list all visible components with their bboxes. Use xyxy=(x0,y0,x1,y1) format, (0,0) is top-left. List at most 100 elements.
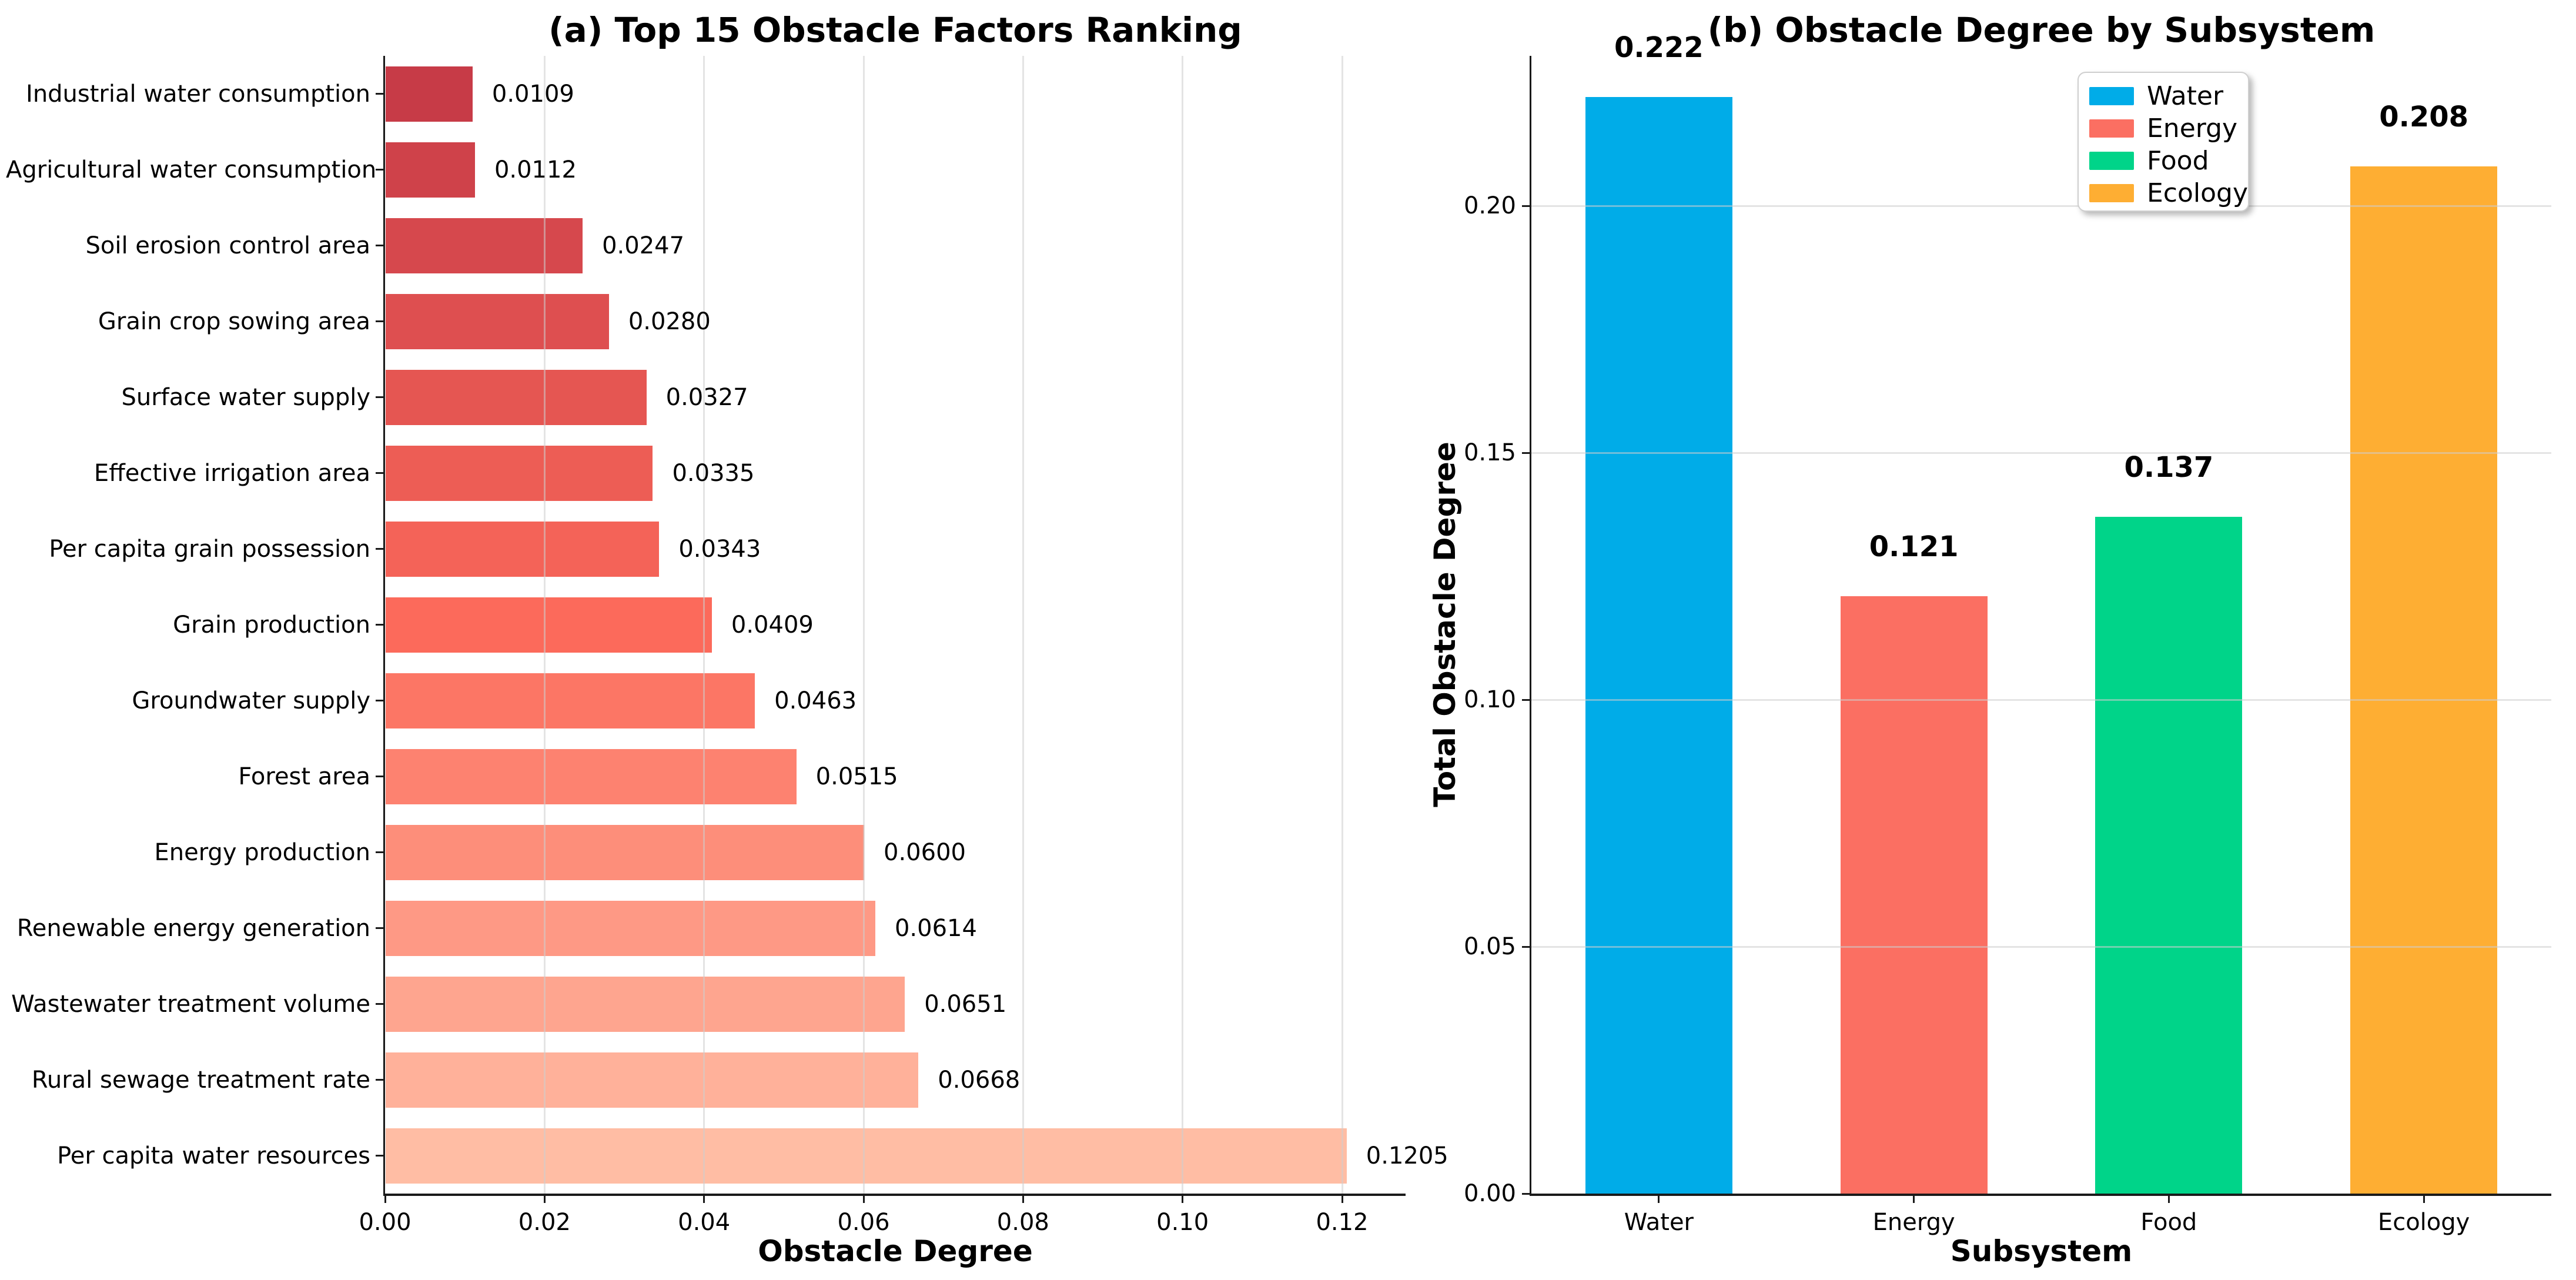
y-tick-label: 0.10 xyxy=(1463,686,1516,713)
grid-line-x-0.10 xyxy=(1182,56,1184,1194)
bar-rural-sewage-treatment-rate xyxy=(386,1052,919,1108)
grid-line-x-0.04 xyxy=(703,56,705,1194)
x-tick-label-water: Water xyxy=(1624,1209,1694,1236)
bar-food xyxy=(2095,517,2243,1194)
bar-ecology xyxy=(2350,166,2498,1194)
y-tick-label: 0.05 xyxy=(1463,933,1516,960)
category-label-energy-production: Energy production xyxy=(154,838,370,866)
category-label-soil-erosion-control-area: Soil erosion control area xyxy=(85,232,370,259)
category-label-surface-water-supply: Surface water supply xyxy=(121,383,370,411)
y-tick-mark-renewable-energy-generation xyxy=(376,927,384,929)
y-tick-mark-industrial-water-consumption xyxy=(376,93,384,95)
panel-a-xaxis-label: Obstacle Degree xyxy=(758,1234,1033,1268)
bar-energy-production xyxy=(386,824,864,880)
bar-water xyxy=(1585,97,1732,1194)
bar-value-label-groundwater-supply: 0.0463 xyxy=(774,687,857,714)
bar-surface-water-supply xyxy=(386,369,647,425)
x-tick-mark-0.10 xyxy=(1182,1195,1184,1203)
panel-a-bottom-spine xyxy=(383,1194,1406,1196)
y-tick-mark-0.10 xyxy=(1522,699,1530,701)
bar-value-label-ecology: 0.208 xyxy=(2379,100,2469,133)
legend-swatch-water xyxy=(2089,87,2134,105)
category-label-rural-sewage-treatment-rate: Rural sewage treatment rate xyxy=(31,1066,370,1094)
x-tick-mark-0.02 xyxy=(543,1195,546,1203)
bar-value-label-energy-production: 0.0600 xyxy=(884,838,966,866)
category-label-wastewater-treatment-volume: Wastewater treatment volume xyxy=(11,990,370,1018)
x-tick-mark-0.12 xyxy=(1341,1195,1343,1203)
y-tick-mark-rural-sewage-treatment-rate xyxy=(376,1079,384,1081)
x-tick-label: 0.08 xyxy=(996,1209,1049,1236)
bar-forest-area xyxy=(386,748,797,804)
category-label-grain-production: Grain production xyxy=(173,611,370,639)
x-tick-label: 0.12 xyxy=(1316,1209,1369,1236)
bar-renewable-energy-generation xyxy=(386,900,875,956)
bar-wastewater-treatment-volume xyxy=(386,976,905,1032)
y-tick-mark-0.15 xyxy=(1522,452,1530,454)
y-tick-mark-forest-area xyxy=(376,776,384,777)
bar-value-label-forest-area: 0.0515 xyxy=(815,763,898,790)
x-tick-mark-0.08 xyxy=(1022,1195,1024,1203)
y-tick-mark-0.00 xyxy=(1522,1192,1530,1195)
x-tick-mark-0.00 xyxy=(384,1195,386,1203)
x-tick-mark-0.04 xyxy=(703,1195,705,1203)
bar-value-label-agricultural-water-consumption: 0.0112 xyxy=(494,156,577,183)
category-label-groundwater-supply: Groundwater supply xyxy=(132,687,370,714)
x-tick-mark-water xyxy=(1658,1195,1660,1203)
panel-a-left-spine xyxy=(383,56,385,1196)
bar-soil-erosion-control-area xyxy=(386,218,583,273)
y-tick-mark-grain-crop-sowing-area xyxy=(376,320,384,322)
legend-swatch-food xyxy=(2089,152,2134,170)
legend-swatch-ecology xyxy=(2089,184,2134,202)
y-tick-mark-energy-production xyxy=(376,851,384,853)
category-label-forest-area: Forest area xyxy=(238,763,370,790)
y-tick-mark-surface-water-supply xyxy=(376,396,384,398)
grid-line-y-0.05 xyxy=(1531,945,2551,948)
bar-value-label-wastewater-treatment-volume: 0.0651 xyxy=(924,990,1007,1018)
bar-effective-irrigation-area xyxy=(386,445,653,501)
bar-value-label-grain-production: 0.0409 xyxy=(731,611,814,639)
legend-entry-ecology: Ecology xyxy=(2079,177,2248,209)
y-tick-label: 0.20 xyxy=(1463,192,1516,219)
grid-line-x-0.12 xyxy=(1341,56,1343,1194)
bar-value-label-water: 0.222 xyxy=(1614,31,1704,65)
bar-value-label-food: 0.137 xyxy=(2124,451,2214,484)
bar-groundwater-supply xyxy=(386,673,755,728)
x-tick-label-energy: Energy xyxy=(1872,1209,1955,1236)
bar-grain-production xyxy=(386,597,712,653)
x-tick-label-food: Food xyxy=(2140,1209,2197,1236)
y-tick-mark-groundwater-supply xyxy=(376,700,384,701)
bar-value-label-effective-irrigation-area: 0.0335 xyxy=(672,459,755,487)
bar-agricultural-water-consumption xyxy=(386,142,475,198)
panel-b-title: (b) Obstacle Degree by Subsystem xyxy=(1707,10,2376,50)
bar-per-capita-water-resources xyxy=(386,1128,1347,1184)
bar-value-label-surface-water-supply: 0.0327 xyxy=(665,383,748,411)
bar-value-label-energy: 0.121 xyxy=(1869,530,1959,563)
bar-value-label-renewable-energy-generation: 0.0614 xyxy=(894,914,977,942)
x-tick-label: 0.00 xyxy=(359,1209,412,1236)
bar-value-label-soil-erosion-control-area: 0.0247 xyxy=(602,232,685,259)
legend-label-food: Food xyxy=(2147,146,2209,176)
category-label-agricultural-water-consumption: Agricultural water consumption xyxy=(6,156,377,183)
grid-line-x-0.06 xyxy=(862,56,865,1194)
category-label-grain-crop-sowing-area: Grain crop sowing area xyxy=(98,308,370,335)
panel-b-xaxis-label: Subsystem xyxy=(1950,1234,2133,1268)
bar-value-label-per-capita-water-resources: 0.1205 xyxy=(1366,1142,1448,1169)
x-tick-label: 0.10 xyxy=(1156,1209,1209,1236)
category-label-industrial-water-consumption: Industrial water consumption xyxy=(26,80,370,108)
bar-industrial-water-consumption xyxy=(386,66,473,122)
category-label-per-capita-water-resources: Per capita water resources xyxy=(57,1142,370,1169)
legend-swatch-energy xyxy=(2089,119,2134,138)
y-tick-mark-agricultural-water-consumption xyxy=(376,169,384,171)
y-tick-label: 0.15 xyxy=(1463,439,1516,466)
panel-b-yaxis-label: Total Obstacle Degree xyxy=(1428,442,1462,807)
y-tick-mark-soil-erosion-control-area xyxy=(376,245,384,246)
bar-value-label-per-capita-grain-possession: 0.0343 xyxy=(678,535,761,563)
x-tick-label: 0.04 xyxy=(678,1209,731,1236)
category-label-effective-irrigation-area: Effective irrigation area xyxy=(93,459,370,487)
legend-entry-energy: Energy xyxy=(2079,112,2248,145)
y-tick-mark-per-capita-grain-possession xyxy=(376,548,384,550)
bar-energy xyxy=(1840,596,1988,1194)
x-tick-mark-food xyxy=(2167,1195,2170,1203)
grid-line-x-0.02 xyxy=(543,56,546,1194)
